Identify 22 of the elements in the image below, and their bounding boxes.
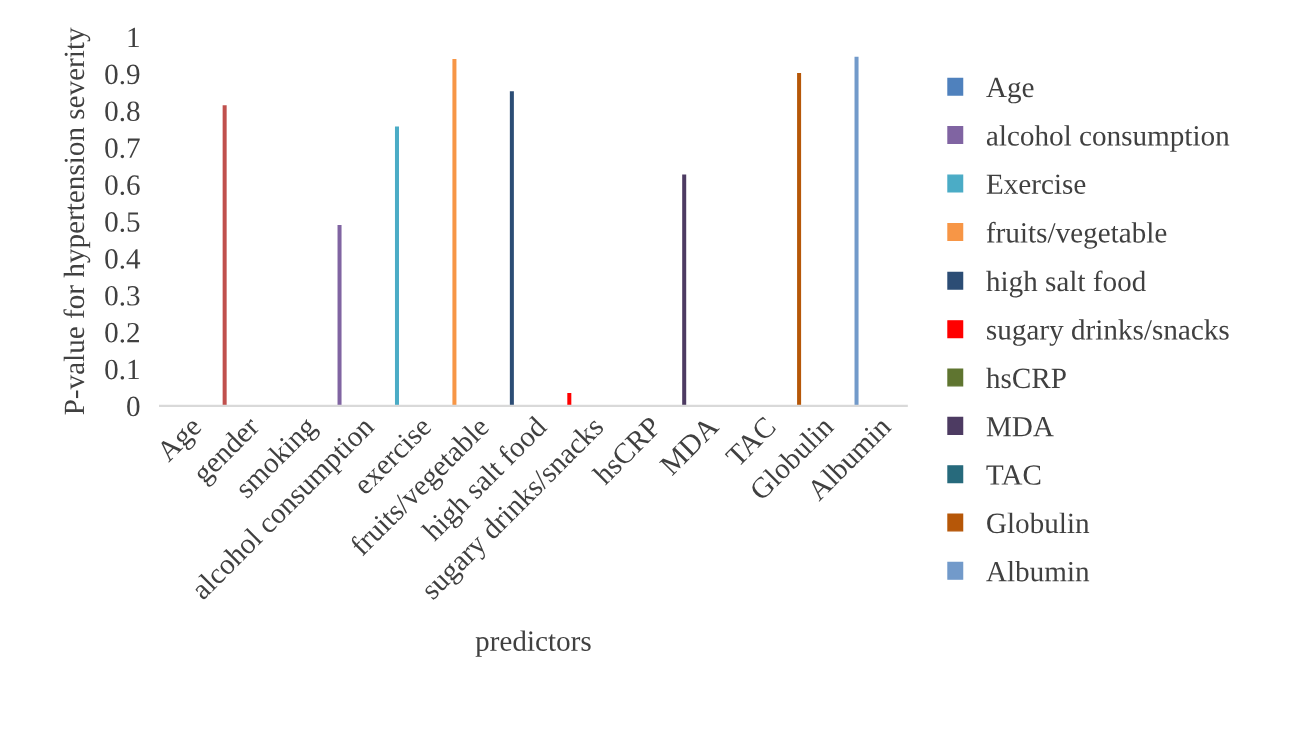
y-tick-label: 0.1: [105, 359, 139, 380]
legend-label: fruits/vegetable: [986, 221, 1167, 249]
legend-label: Globulin: [987, 512, 1090, 534]
y-tick-label: 0.2: [105, 322, 139, 343]
legend-label: hsCRP: [986, 367, 1066, 389]
legend-label: alcohol consumption: [986, 125, 1230, 152]
y-tick-label: 0.8: [105, 101, 140, 122]
y-tick-label: 0.3: [105, 285, 140, 306]
y-tick-label: 0.7: [105, 138, 140, 159]
legend-label: Albumin: [986, 560, 1090, 582]
y-tick-label: 0.4: [105, 249, 141, 269]
legend-label: sugary drinks/snacks: [987, 319, 1229, 346]
legend-label: high salt food: [986, 270, 1146, 298]
y-tick-label: 0.6: [105, 175, 140, 196]
y-tick-label: 0.9: [105, 64, 140, 85]
y-tick-label: 1: [128, 27, 139, 48]
y-tick-label: 0: [127, 396, 140, 417]
legend-label: Age: [986, 77, 1034, 104]
legend-label: Exercise: [986, 174, 1086, 195]
x-axis-title: predictors: [475, 630, 591, 657]
y-tick-label: 0.5: [105, 212, 140, 232]
y-axis-title: P-value for hypertension severity: [63, 27, 91, 415]
